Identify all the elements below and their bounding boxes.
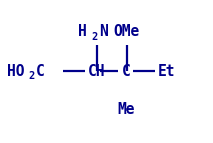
Text: 2: 2 bbox=[28, 71, 34, 81]
Text: OMe: OMe bbox=[113, 24, 139, 39]
Text: H: H bbox=[78, 24, 87, 39]
Text: N: N bbox=[99, 24, 108, 39]
Text: Et: Et bbox=[158, 63, 176, 79]
Text: CH: CH bbox=[88, 63, 105, 79]
Text: 2: 2 bbox=[91, 32, 97, 42]
Text: HO: HO bbox=[7, 63, 24, 79]
Text: C: C bbox=[122, 63, 131, 79]
Text: C: C bbox=[36, 63, 45, 79]
Text: Me: Me bbox=[117, 103, 134, 118]
